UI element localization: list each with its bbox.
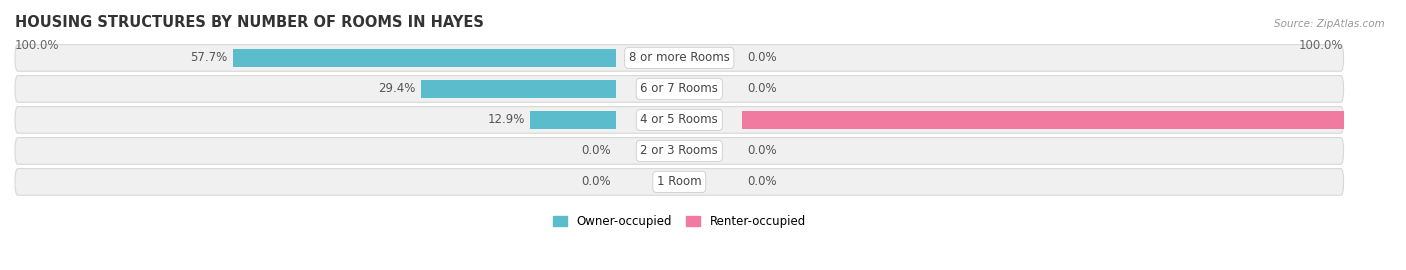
Text: Source: ZipAtlas.com: Source: ZipAtlas.com [1274,19,1385,29]
Text: 100.0%: 100.0% [1299,39,1344,52]
Text: 4 or 5 Rooms: 4 or 5 Rooms [640,113,718,126]
Text: 8 or more Rooms: 8 or more Rooms [628,52,730,65]
Bar [233,49,616,67]
Text: 6 or 7 Rooms: 6 or 7 Rooms [640,82,718,95]
Text: 100.0%: 100.0% [15,39,59,52]
Text: 29.4%: 29.4% [378,82,416,95]
Bar [420,80,616,98]
FancyBboxPatch shape [15,45,1344,71]
Text: HOUSING STRUCTURES BY NUMBER OF ROOMS IN HAYES: HOUSING STRUCTURES BY NUMBER OF ROOMS IN… [15,15,484,30]
Text: 0.0%: 0.0% [748,52,778,65]
Text: 0.0%: 0.0% [748,176,778,188]
FancyBboxPatch shape [15,168,1344,195]
FancyBboxPatch shape [15,107,1344,133]
FancyBboxPatch shape [15,76,1344,102]
Text: 0.0%: 0.0% [748,144,778,157]
Legend: Owner-occupied, Renter-occupied: Owner-occupied, Renter-occupied [553,215,806,228]
Text: 12.9%: 12.9% [488,113,526,126]
Bar [742,111,1406,129]
Text: 100.0%: 100.0% [1353,113,1402,126]
Text: 0.0%: 0.0% [581,144,610,157]
Text: 0.0%: 0.0% [581,176,610,188]
Bar [530,111,616,129]
Text: 1 Room: 1 Room [657,176,702,188]
Text: 2 or 3 Rooms: 2 or 3 Rooms [640,144,718,157]
Text: 0.0%: 0.0% [748,82,778,95]
Text: 57.7%: 57.7% [190,52,228,65]
FancyBboxPatch shape [15,138,1344,164]
